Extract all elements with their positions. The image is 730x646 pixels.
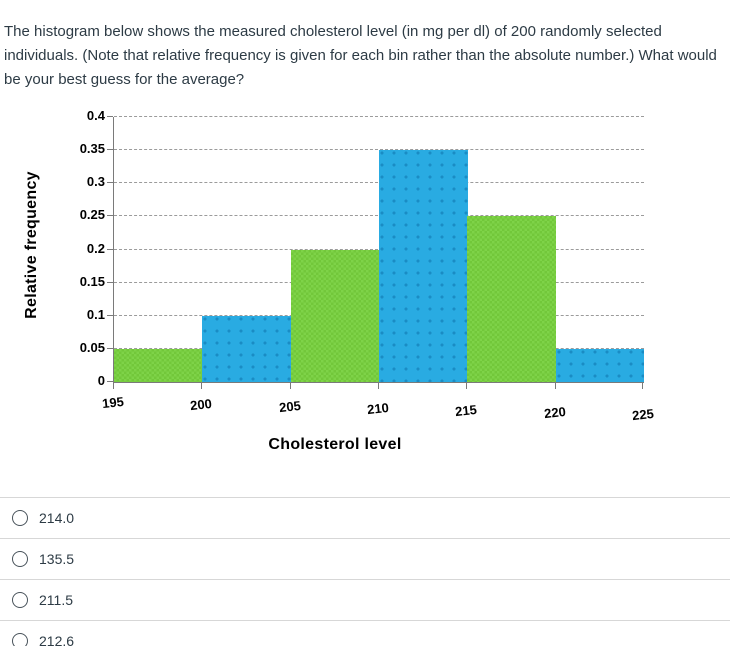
histogram-bar	[114, 348, 203, 382]
y-axis-tick	[107, 248, 113, 250]
y-axis-tick	[107, 215, 113, 217]
y-axis-tick	[107, 381, 113, 382]
histogram-bar	[467, 216, 557, 382]
gridline	[114, 149, 644, 151]
option-label: 135.5	[39, 551, 75, 567]
x-axis-tick	[642, 383, 643, 389]
histogram-bar	[379, 150, 468, 382]
histogram-bar	[290, 249, 380, 382]
y-tick-label: 0.2	[86, 240, 105, 256]
y-tick-label: 0.05	[79, 339, 105, 355]
option-label: 211.5	[39, 592, 73, 608]
x-axis-tick	[201, 383, 203, 389]
y-tick-label: 0.3	[86, 174, 105, 190]
x-tick-label: 195	[101, 393, 125, 412]
x-tick-label: 215	[454, 401, 478, 420]
histogram-chart: Relative frequency 0 0.05 0.1 0.15 0.2 0.25 0.…	[0, 100, 680, 475]
histogram-bar	[555, 348, 644, 382]
y-tick-label: 0.25	[79, 207, 105, 223]
gridline	[114, 116, 644, 117]
answer-option[interactable]: 211.5	[0, 579, 730, 620]
x-tick-label: 205	[278, 397, 302, 416]
answer-options: 214.0 135.5 211.5 212.6	[0, 497, 730, 646]
y-axis-tick	[107, 149, 113, 151]
x-axis-tick	[466, 383, 468, 389]
y-tick-label: 0.1	[86, 306, 105, 322]
y-axis-tick	[107, 182, 113, 184]
y-axis-tick	[107, 116, 113, 117]
option-label: 212.6	[39, 633, 75, 646]
answer-option[interactable]: 214.0	[0, 497, 730, 538]
plot-area	[113, 116, 644, 383]
x-axis-tick	[554, 383, 556, 389]
x-tick-label: 210	[366, 399, 390, 418]
answer-option[interactable]: 212.6	[0, 620, 730, 646]
x-tick-label: 220	[543, 403, 567, 422]
x-axis-tick	[113, 383, 114, 389]
answer-option[interactable]: 135.5	[0, 538, 730, 579]
x-axis-tick	[289, 383, 291, 389]
y-axis-tick	[107, 281, 113, 283]
x-tick-label: 225	[631, 405, 655, 424]
radio-button[interactable]	[12, 633, 28, 646]
x-tick-label: 200	[189, 395, 213, 414]
x-axis-tick	[378, 383, 379, 389]
histogram-bar	[202, 315, 292, 382]
radio-button[interactable]	[12, 592, 28, 608]
radio-button[interactable]	[12, 551, 28, 567]
x-axis-title: Cholesterol level	[268, 436, 402, 453]
question-text: The histogram below shows the measured c…	[4, 23, 717, 88]
option-label: 214.0	[39, 510, 75, 526]
y-axis-tick	[107, 347, 113, 349]
y-axis-tick	[107, 314, 113, 316]
y-tick-label: 0.4	[86, 108, 105, 123]
y-tick-label: 0.35	[79, 141, 105, 157]
radio-button[interactable]	[12, 510, 28, 526]
y-tick-label: 0	[97, 373, 105, 388]
y-tick-label: 0.15	[79, 273, 105, 289]
